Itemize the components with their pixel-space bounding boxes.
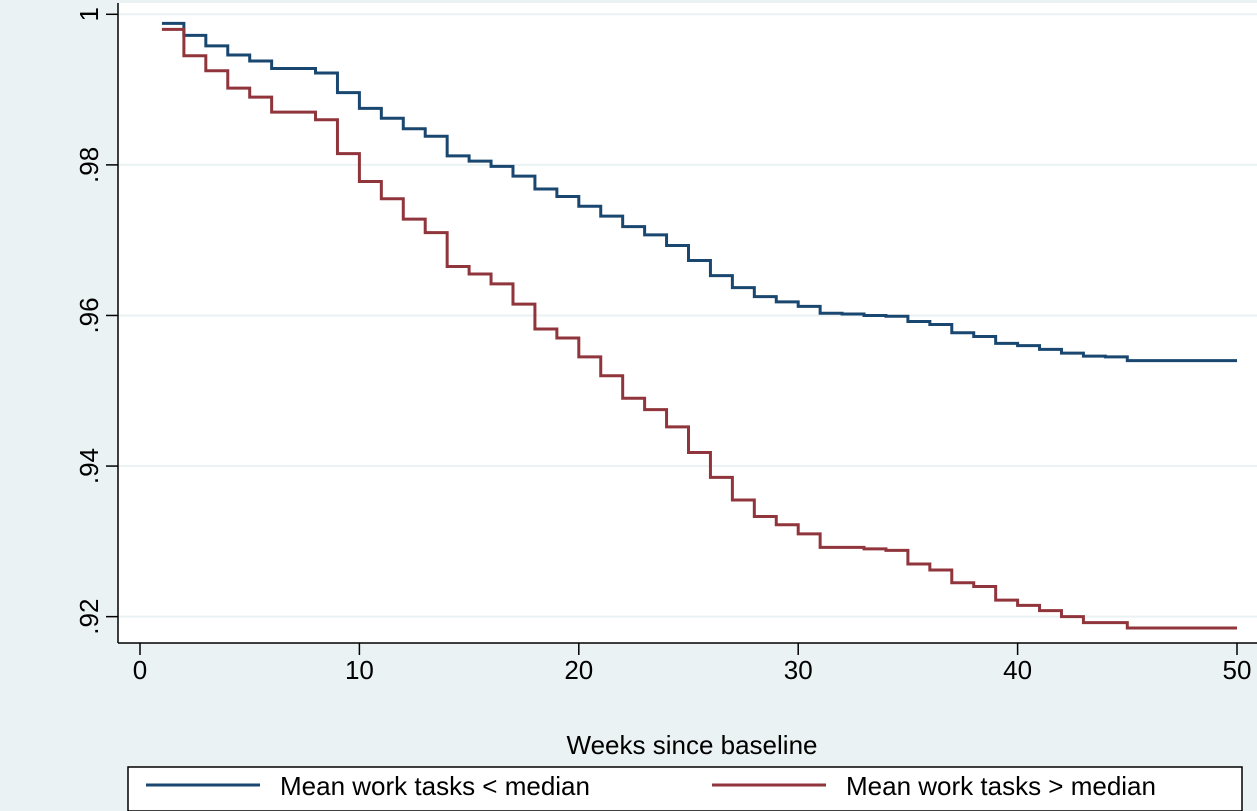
x-axis-ticks: 0 10 20 30 40 50: [133, 643, 1252, 685]
x-tick-label: 30: [784, 655, 813, 685]
legend-label-high: Mean work tasks > median: [846, 771, 1156, 801]
legend-box: [127, 766, 1243, 811]
y-axis-ticks: .92 .94 .96 .98 1: [74, 7, 118, 635]
x-tick-label: 50: [1223, 655, 1252, 685]
x-tick-label: 20: [564, 655, 593, 685]
y-tick-label: .98: [74, 147, 104, 183]
x-tick-label: 0: [133, 655, 147, 685]
y-tick-label: .96: [74, 297, 104, 333]
x-axis-title: Weeks since baseline: [567, 730, 818, 760]
plot-area: [118, 3, 1257, 643]
x-tick-label: 40: [1003, 655, 1032, 685]
legend: Mean work tasks < median Mean work tasks…: [127, 766, 1243, 811]
x-tick-label: 10: [345, 655, 374, 685]
legend-label-low: Mean work tasks < median: [280, 771, 590, 801]
y-tick-label: .94: [74, 448, 104, 484]
y-tick-label: .92: [74, 599, 104, 635]
y-tick-label: 1: [74, 7, 104, 21]
series-lines: [161, 21, 1237, 630]
series-line-1: [161, 27, 1237, 630]
series-line-0: [161, 21, 1237, 363]
